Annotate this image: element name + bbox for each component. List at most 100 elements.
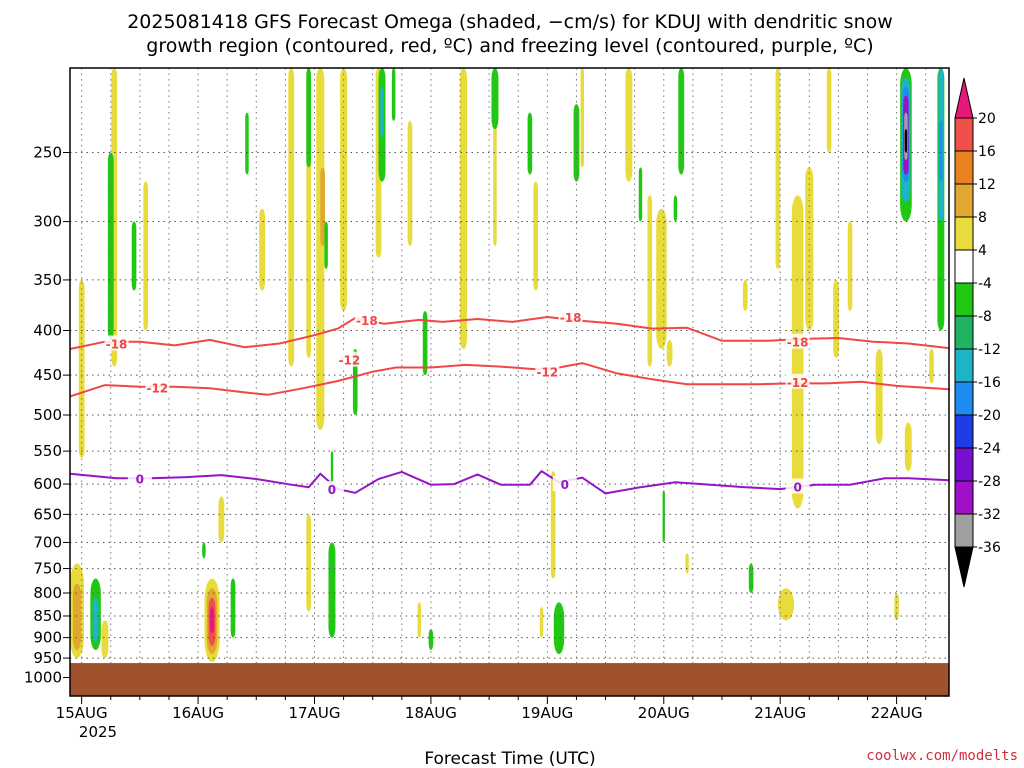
contour-label--12: -12 (787, 376, 809, 390)
omega-cell-magenta (209, 606, 215, 634)
omega-cell-yellow (777, 588, 795, 621)
contour-label-0: 0 (136, 472, 144, 486)
colorbar-band (954, 282, 974, 317)
omega-cell-yellow (407, 120, 413, 246)
y-tick-label: 800 (33, 584, 62, 602)
colorbar-band (954, 249, 974, 284)
omega-cell-black (904, 129, 908, 153)
omega-cell-green (673, 195, 678, 222)
y-tick-label: 450 (33, 366, 62, 384)
contour-label-bg (785, 333, 810, 349)
omega-cell-yellow (306, 514, 311, 612)
y-tick-label: 600 (33, 475, 62, 493)
omega-cell-green (527, 112, 533, 175)
omega-cell-green (230, 578, 236, 638)
colorbar-label: -16 (978, 375, 1001, 391)
omega-cell-yellow (875, 348, 883, 445)
colorbar-label: 8 (978, 210, 987, 226)
omega-cell-green (131, 221, 137, 291)
colorbar-label: -36 (978, 540, 1001, 556)
colorbar-label: 12 (978, 177, 996, 193)
x-tick-label: 17AUG (289, 704, 341, 722)
contour-label-bg (552, 476, 577, 492)
colorbar-band (954, 216, 974, 251)
omega-cell-green (678, 68, 685, 175)
colorbar-band (954, 315, 974, 350)
omega-cell-green (324, 221, 328, 269)
omega-cell-orange (72, 583, 82, 651)
omega-cell-green (391, 68, 396, 121)
chart-title-line-2: growth region (contoured, red, ºC) and f… (146, 35, 873, 57)
x-tick-label: 20AUG (638, 704, 690, 722)
colorbar-band (954, 150, 974, 185)
colorbar-band (954, 414, 974, 449)
colorbar-band (954, 480, 974, 515)
contour-label-bg (127, 470, 152, 486)
contour-label-bg (558, 309, 583, 325)
omega-cell-green (748, 563, 754, 594)
colorbar-label: -32 (978, 507, 1001, 523)
x-tick-label: 22AUG (871, 704, 923, 722)
credit-text: coolwx.com/modelts (866, 748, 1018, 764)
plot-frame (69, 67, 950, 697)
x-tick-label: 18AUG (405, 704, 457, 722)
omega-cell-yellow (904, 422, 912, 472)
contour-label-bg (319, 481, 344, 497)
omega-cell-yellow (218, 496, 225, 543)
y-tick-label: 300 (33, 213, 62, 231)
contour-label-0: 0 (561, 478, 569, 492)
omega-cell-green (553, 602, 565, 655)
contour-label--18: -18 (560, 311, 582, 325)
omega-cell-green (422, 311, 428, 376)
omega-cell-green (328, 542, 336, 638)
y-tick-label: 500 (33, 406, 62, 424)
omega-cell-yellow (656, 208, 667, 349)
colorbar-band (954, 381, 974, 416)
contour-label-bg (337, 351, 362, 367)
omega-cell-yellow (533, 181, 539, 291)
colorbar-label: -12 (978, 342, 1001, 358)
colorbar-top-arrow (954, 77, 974, 119)
x-tick-label: 15AUG (56, 704, 108, 722)
colorbar-band (954, 183, 974, 218)
omega-cell-yellow (894, 593, 899, 621)
colorbar-label: 4 (978, 243, 987, 259)
colorbar-label: 16 (978, 144, 996, 160)
omega-cell-green (202, 542, 206, 559)
omega-cell-yellow (460, 68, 468, 349)
omega-shading-layer (70, 68, 945, 663)
x-axis: 15AUG 16AUG 17AUG 18AUG 19AUG 20AUG 21AUG 22AUG (56, 696, 927, 722)
y-axis: 250 300 350 400 450 500 550 600 650 700 750 800 850 9… (24, 144, 70, 687)
omega-cell-yellow (826, 68, 832, 153)
omega-cell-yellow (316, 68, 325, 430)
contour-label--18: -18 (356, 314, 378, 328)
contour-label--12: -12 (536, 366, 558, 380)
y-tick-label: 550 (33, 442, 62, 460)
omega-cell-yellow (847, 221, 853, 312)
omega-cell-yellow (143, 181, 149, 331)
omega-cell-yellow (791, 195, 804, 509)
x-tick-label: 16AUG (172, 704, 224, 722)
y-tick-label: 850 (33, 607, 62, 625)
omega-cell-yellow (647, 195, 653, 367)
y-tick-label: 950 (33, 649, 62, 667)
omega-cell-yellow (259, 208, 266, 291)
omega-cell-yellow (833, 279, 839, 358)
omega-cell-yellow (417, 602, 422, 638)
omega-cell-orange (320, 167, 325, 246)
colorbar-label: -24 (978, 441, 1001, 457)
contour-line--12 (69, 362, 950, 398)
omega-cell-yellow (685, 553, 689, 574)
omega-cell-yellow (775, 68, 781, 269)
colorbar: 20 16 12 8 4 -4 -8 -12 -16 -20 -24 -28 -32 -36 (954, 77, 1001, 588)
omega-cell-yellow (805, 167, 814, 331)
omega-cell-yellow (539, 606, 544, 638)
colorbar-label: -28 (978, 474, 1001, 490)
omega-cell-yellow (625, 68, 633, 182)
contour-label-bg (104, 335, 129, 351)
omega-cell-yellow (101, 620, 109, 659)
colorbar-band (954, 447, 974, 482)
y-tick-label: 250 (33, 144, 62, 162)
omega-cell-yellow (550, 471, 556, 579)
ground-fill (70, 663, 949, 696)
